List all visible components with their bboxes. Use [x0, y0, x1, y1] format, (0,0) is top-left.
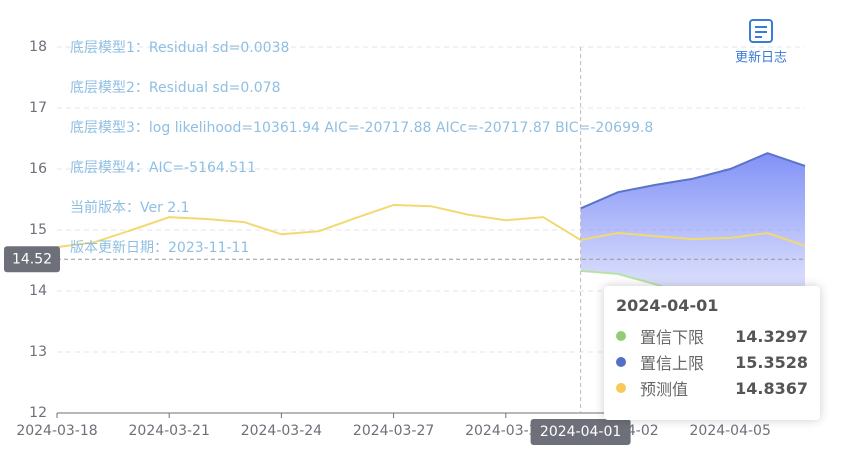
tooltip-value: 14.3297 [735, 326, 808, 346]
tooltip: 2024-04-01 置信下限 14.3297 置信上限 15.3528 预测值 14.8… [604, 286, 820, 420]
confidence-band [580, 153, 805, 323]
pointer-label: 2024-04-01 [540, 424, 621, 440]
x-tick-label: 2024-03-18 [16, 423, 97, 439]
tooltip-dot [616, 357, 626, 367]
y-tick-label: 14 [29, 283, 47, 299]
series-line [580, 152, 806, 210]
toolbox-icon[interactable] [749, 19, 773, 43]
x-tick-label: 2024-03-21 [129, 423, 210, 439]
x-tick-label: 2024-03-27 [353, 423, 434, 439]
mark-label: 14.52 [12, 251, 52, 267]
mark-label-box [4, 246, 60, 273]
annotation: 底层模型3：log likelihood=10361.94 AIC=-20717… [70, 120, 653, 136]
x-tick-label: 2024-03-24 [241, 423, 322, 439]
tooltip-name: 预测值 [640, 380, 689, 399]
tooltip-row: 置信下限 14.3297 [616, 323, 808, 349]
tooltip-row: 预测值 14.8367 [616, 375, 808, 401]
tooltip-row: 置信上限 15.3528 [616, 349, 808, 375]
toolbox-label[interactable]: 更新日志 [735, 50, 787, 66]
tooltip-value: 15.3528 [735, 352, 808, 372]
series-line [56, 203, 806, 249]
y-tick-label: 13 [29, 344, 47, 360]
tooltip-dot [616, 331, 626, 341]
tooltip-dot [616, 383, 626, 393]
y-tick-label: 18 [29, 39, 47, 55]
tooltip-name: 置信下限 [640, 328, 705, 347]
y-tick-label: 17 [29, 100, 47, 116]
x-tick-label: 2024-03-30 [465, 423, 546, 439]
toolbox[interactable]: 更新日志 [735, 19, 787, 66]
annotation: 底层模型2：Residual sd=0.078 [70, 80, 280, 96]
annotation: 底层模型1：Residual sd=0.0038 [70, 40, 289, 56]
y-tick-label: 15 [29, 222, 47, 238]
annotation: 版本更新日期：2023-11-11 [70, 240, 249, 256]
annotation: 当前版本：Ver 2.1 [70, 199, 190, 216]
pointer-label-box [530, 419, 631, 445]
tooltip-title: 2024-04-01 [616, 296, 719, 315]
y-tick-label: 12 [29, 405, 47, 421]
annotation: 底层模型4：AIC=-5164.511 [70, 160, 256, 176]
x-tick-label: 2024-04-05 [690, 423, 771, 439]
tooltip-value: 14.8367 [735, 378, 808, 398]
tooltip-name: 置信上限 [640, 354, 705, 373]
y-tick-label: 16 [29, 161, 47, 177]
